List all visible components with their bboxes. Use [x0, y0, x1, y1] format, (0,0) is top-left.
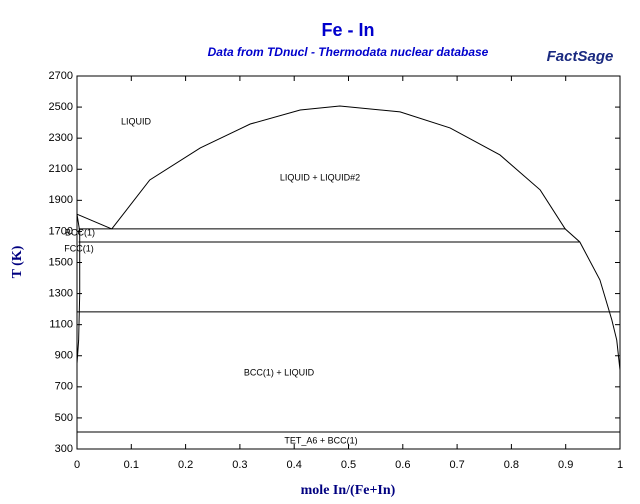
y-tick-label: 2300	[49, 132, 73, 144]
x-tick-label: 0	[74, 459, 80, 471]
x-tick-label: 0.3	[232, 459, 247, 471]
phase-boundary	[111, 105, 621, 371]
y-tick-label: 500	[55, 412, 73, 424]
y-tick-label: 1500	[49, 256, 73, 268]
plot-frame	[76, 75, 621, 450]
region-label: BCC(1) + LIQUID	[244, 367, 315, 377]
y-tick-label: 2700	[49, 70, 73, 82]
phase-boundary	[76, 214, 81, 364]
y-tick-label: 2100	[49, 163, 73, 175]
x-axis-label: mole In/(Fe+In)	[301, 483, 396, 498]
phase-boundary	[76, 213, 112, 230]
x-tick-label: 0.5	[341, 459, 356, 471]
region-label: FCC(1)	[64, 243, 94, 253]
region-label: BCC(1)	[65, 227, 95, 237]
y-tick-label: 2500	[49, 101, 73, 113]
x-tick-label: 0.8	[504, 459, 519, 471]
x-tick-label: 0.1	[124, 459, 139, 471]
y-axis-label: T (K)	[10, 245, 25, 278]
y-tick-label: 1300	[49, 287, 73, 299]
x-tick-label: 0.7	[449, 459, 464, 471]
region-label: LIQUID + LIQUID#2	[280, 172, 360, 182]
logo: FactSage	[547, 48, 614, 65]
x-tick-label: 1	[617, 459, 623, 471]
y-tick-label: 700	[55, 381, 73, 393]
region-label: TET_A6 + BCC(1)	[284, 435, 357, 445]
x-tick-label: 0.9	[558, 459, 573, 471]
chart-subtitle: Data from TDnucl - Thermodata nuclear da…	[208, 45, 489, 59]
y-tick-label: 1700	[49, 225, 73, 237]
y-tick-label: 900	[55, 350, 73, 362]
y-tick-label: 1100	[49, 319, 73, 331]
y-tick-label: 1900	[49, 194, 73, 206]
y-tick-label: 300	[55, 443, 73, 455]
x-tick-label: 0.6	[395, 459, 410, 471]
region-label: LIQUID	[121, 116, 152, 126]
x-tick-label: 0.2	[178, 459, 193, 471]
x-tick-label: 0.4	[287, 459, 302, 471]
chart-title: Fe - In	[322, 20, 375, 40]
